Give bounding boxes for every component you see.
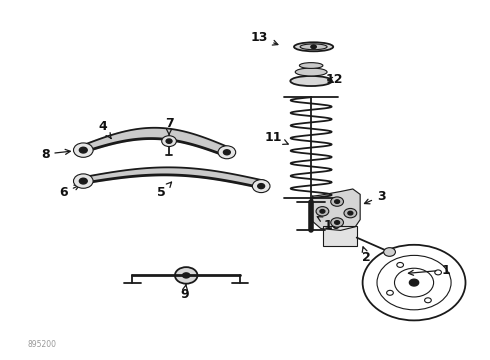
Text: 12: 12 xyxy=(325,73,343,86)
Ellipse shape xyxy=(299,63,323,68)
Circle shape xyxy=(335,200,340,203)
Ellipse shape xyxy=(290,76,332,86)
Circle shape xyxy=(175,267,197,284)
Text: 10: 10 xyxy=(317,217,341,231)
Circle shape xyxy=(384,248,395,256)
Circle shape xyxy=(218,146,236,159)
Text: 2: 2 xyxy=(362,247,371,264)
Circle shape xyxy=(223,150,230,155)
Circle shape xyxy=(331,197,343,206)
Ellipse shape xyxy=(294,42,333,51)
Text: 13: 13 xyxy=(251,31,278,45)
Text: 7: 7 xyxy=(165,117,173,135)
Circle shape xyxy=(316,207,329,216)
Text: 9: 9 xyxy=(180,285,189,301)
Text: 3: 3 xyxy=(365,190,386,204)
Circle shape xyxy=(79,147,87,153)
Circle shape xyxy=(335,221,340,224)
Text: 6: 6 xyxy=(59,185,79,199)
Text: 4: 4 xyxy=(98,120,111,139)
Circle shape xyxy=(252,180,270,193)
Polygon shape xyxy=(313,189,360,230)
Text: 8: 8 xyxy=(41,148,71,161)
Circle shape xyxy=(74,143,93,157)
Circle shape xyxy=(74,174,93,188)
Text: 5: 5 xyxy=(157,182,171,199)
Ellipse shape xyxy=(300,44,327,50)
Circle shape xyxy=(162,136,176,147)
Circle shape xyxy=(344,208,357,218)
Circle shape xyxy=(182,272,191,279)
Bar xyxy=(323,226,357,246)
Ellipse shape xyxy=(295,68,327,76)
Text: 11: 11 xyxy=(265,131,288,144)
Circle shape xyxy=(348,211,353,215)
Circle shape xyxy=(166,139,172,143)
Circle shape xyxy=(331,218,343,227)
Circle shape xyxy=(410,279,418,286)
Circle shape xyxy=(79,178,87,184)
Circle shape xyxy=(320,210,325,213)
Circle shape xyxy=(258,184,265,189)
Circle shape xyxy=(310,44,317,49)
Text: 1: 1 xyxy=(408,264,450,276)
Text: 895200: 895200 xyxy=(27,341,56,349)
